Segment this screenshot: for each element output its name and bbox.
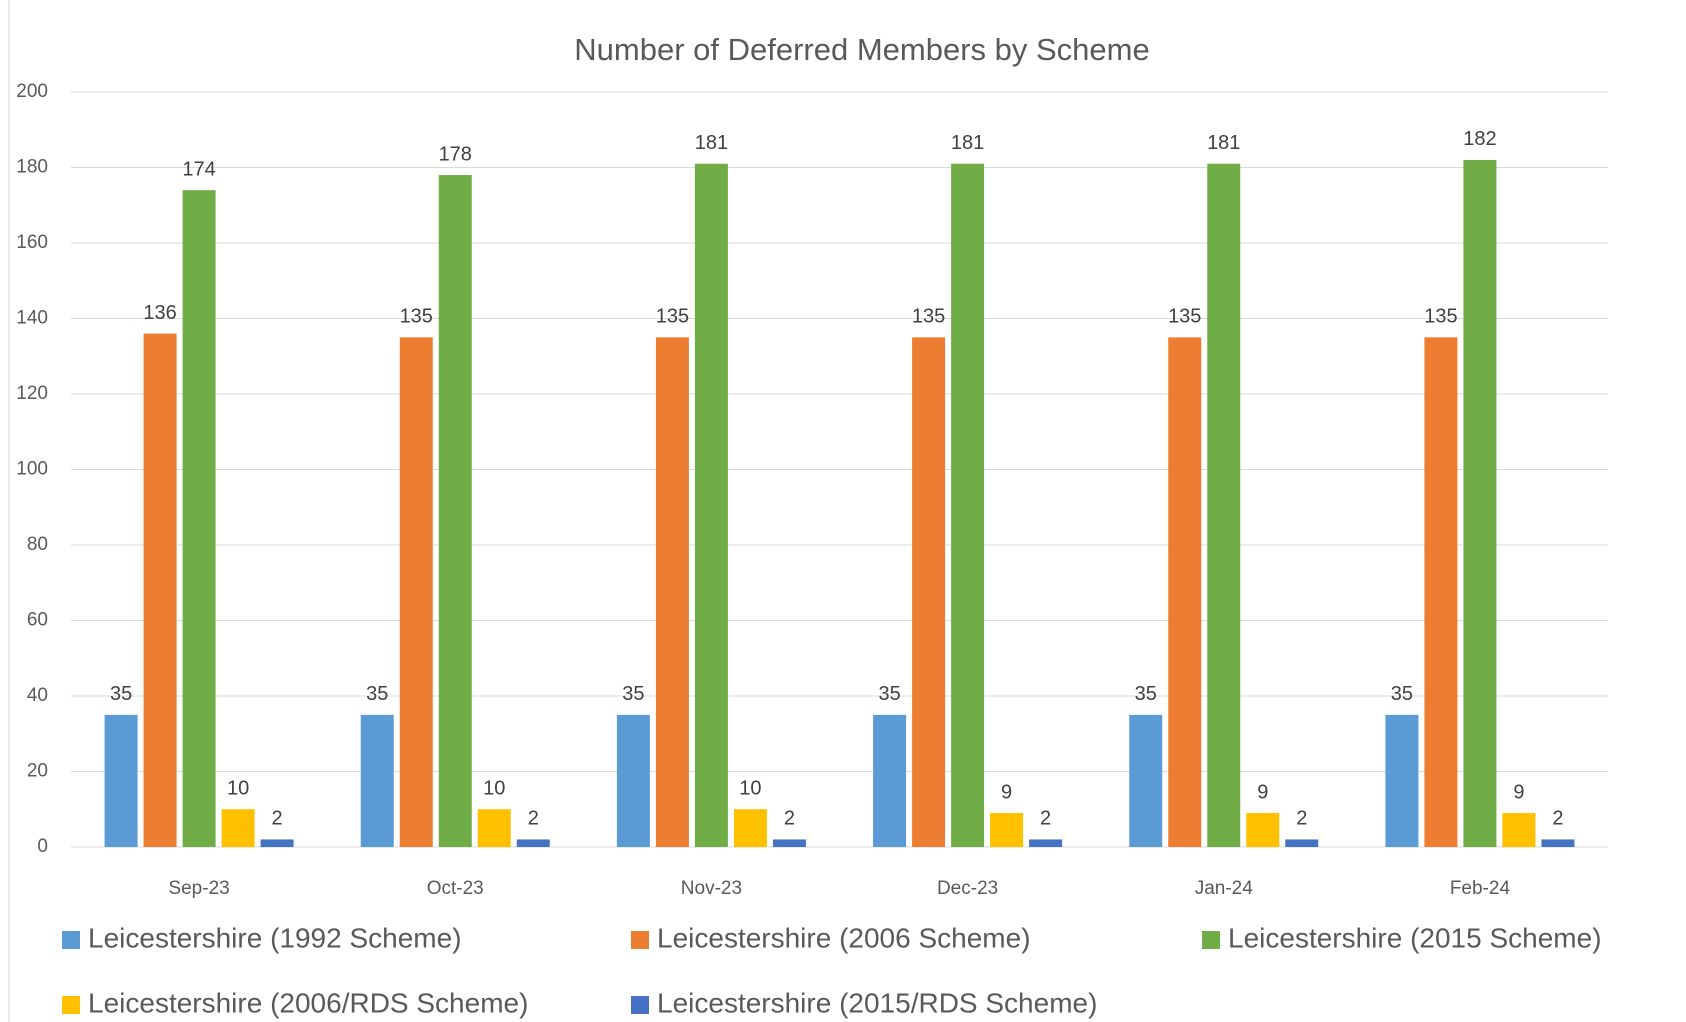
x-tick-label: Feb-24 <box>1450 878 1511 899</box>
legend-label: Leicestershire (2015/RDS Scheme) <box>657 987 1097 1018</box>
bar <box>399 337 433 847</box>
data-label: 35 <box>1391 683 1413 705</box>
bar <box>694 163 728 848</box>
legend-swatch <box>62 931 80 949</box>
y-tick-label: 200 <box>16 81 48 102</box>
bar <box>477 809 511 847</box>
data-label: 135 <box>912 306 945 328</box>
bar <box>360 714 394 847</box>
legend-swatch <box>631 931 649 949</box>
legend-swatch <box>62 996 80 1014</box>
bar <box>912 337 946 847</box>
bar <box>260 839 294 847</box>
bar <box>1463 159 1497 847</box>
legend-label: Leicestershire (2015 Scheme) <box>1228 922 1602 953</box>
data-label: 181 <box>1207 132 1240 154</box>
x-tick-label: Sep-23 <box>168 878 229 899</box>
y-tick-label: 60 <box>27 610 48 631</box>
x-tick-label: Nov-23 <box>681 878 742 899</box>
data-label: 10 <box>227 778 249 800</box>
x-tick-label: Dec-23 <box>937 878 998 899</box>
bar <box>221 809 255 847</box>
data-label: 181 <box>695 132 728 154</box>
data-label: 136 <box>143 302 176 324</box>
data-label: 178 <box>439 143 472 165</box>
data-label: 9 <box>1257 781 1268 803</box>
bar <box>655 337 689 847</box>
y-tick-label: 80 <box>27 534 48 555</box>
bar <box>1541 839 1575 847</box>
data-label: 35 <box>366 683 388 705</box>
data-label: 9 <box>1001 781 1012 803</box>
bar <box>104 714 138 847</box>
data-label: 2 <box>1040 808 1051 830</box>
data-label: 2 <box>528 808 539 830</box>
data-label: 135 <box>400 306 433 328</box>
bar <box>616 714 650 847</box>
y-tick-label: 20 <box>27 761 48 782</box>
y-tick-label: 0 <box>37 836 48 857</box>
data-label: 2 <box>1552 808 1563 830</box>
data-label: 135 <box>1168 306 1201 328</box>
bar <box>143 333 177 848</box>
data-label: 174 <box>182 158 215 180</box>
bar <box>1502 813 1536 847</box>
y-tick-label: 100 <box>16 459 48 480</box>
bar <box>1129 714 1163 847</box>
data-label: 2 <box>1296 808 1307 830</box>
bar <box>1385 714 1419 847</box>
y-tick-label: 160 <box>16 232 48 253</box>
y-tick-label: 140 <box>16 308 48 329</box>
y-tick-label: 180 <box>16 157 48 178</box>
bar <box>990 813 1024 847</box>
x-tick-label: Jan-24 <box>1195 878 1254 899</box>
bar <box>873 714 907 847</box>
data-label: 35 <box>1135 683 1157 705</box>
data-label: 35 <box>110 683 132 705</box>
bar <box>516 839 550 847</box>
data-label: 2 <box>784 808 795 830</box>
data-label: 181 <box>951 132 984 154</box>
bar <box>772 839 806 847</box>
data-label: 9 <box>1513 781 1524 803</box>
data-label: 10 <box>739 778 761 800</box>
data-label: 135 <box>656 306 689 328</box>
bar <box>1168 337 1202 847</box>
bar <box>182 190 216 847</box>
x-tick-label: Oct-23 <box>427 878 484 899</box>
y-tick-label: 40 <box>27 685 48 706</box>
data-label: 182 <box>1463 128 1496 150</box>
bar <box>1285 839 1319 847</box>
bar <box>438 175 472 848</box>
bar <box>1207 163 1241 848</box>
legend-swatch <box>631 996 649 1014</box>
bar <box>733 809 767 847</box>
data-label: 135 <box>1424 306 1457 328</box>
data-label: 35 <box>622 683 644 705</box>
legend-label: Leicestershire (1992 Scheme) <box>88 922 462 953</box>
data-label: 2 <box>272 808 283 830</box>
data-label: 35 <box>878 683 900 705</box>
legend-label: Leicestershire (2006/RDS Scheme) <box>88 987 528 1018</box>
chart-title: Number of Deferred Members by Scheme <box>574 32 1149 67</box>
bar <box>1424 337 1458 847</box>
bar <box>1246 813 1280 847</box>
legend-label: Leicestershire (2006 Scheme) <box>657 922 1031 953</box>
data-label: 10 <box>483 778 505 800</box>
bar <box>1029 839 1063 847</box>
bar <box>951 163 985 848</box>
y-tick-label: 120 <box>16 383 48 404</box>
legend-swatch <box>1202 931 1220 949</box>
